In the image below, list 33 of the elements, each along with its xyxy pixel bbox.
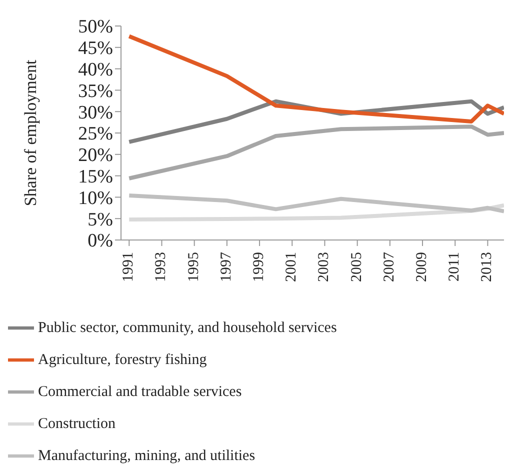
- line-series: [127, 203, 504, 222]
- x-tick-label: 2005: [348, 252, 365, 282]
- line-series: [127, 193, 504, 214]
- x-tick-label: 1993: [153, 252, 170, 282]
- y-tick-label: 0%: [88, 230, 114, 252]
- x-tick-label: 2011: [446, 252, 463, 282]
- x-tick-label: 1997: [218, 252, 234, 282]
- y-tick-label: 35%: [78, 80, 114, 102]
- legend-label: Manufacturing, mining, and utilities: [38, 448, 256, 464]
- y-tick-label: 45%: [78, 38, 114, 60]
- legend-label: Construction: [38, 416, 116, 432]
- y-tick-label: 30%: [78, 102, 114, 124]
- y-tick-label: 50%: [78, 16, 114, 38]
- x-tick-label: 2007: [381, 252, 398, 282]
- y-tick-label: 40%: [78, 60, 114, 81]
- x-tick-label: 1991: [120, 252, 137, 282]
- y-tick-label: 20%: [78, 145, 114, 166]
- x-tick-label: 2001: [284, 252, 300, 282]
- legend-label: Commercial and tradable services: [38, 384, 242, 400]
- y-tick-label: 25%: [78, 124, 114, 145]
- x-tick-label: 2009: [414, 252, 430, 282]
- legend-label: Agriculture, forestry fishing: [38, 352, 207, 368]
- y-tick-label: 15%: [78, 166, 114, 188]
- line-series: [127, 124, 504, 180]
- y-tick-label: 5%: [88, 209, 114, 230]
- y-axis-title: Share of employment: [21, 60, 40, 206]
- legend-label: Public sector, community, and household services: [38, 320, 337, 336]
- y-tick-label: 10%: [78, 188, 114, 209]
- x-tick-label: 2003: [316, 252, 332, 282]
- x-tick-label: 1995: [186, 252, 202, 282]
- x-tick-label: 1999: [250, 252, 267, 282]
- line-series: [127, 34, 504, 124]
- x-tick-label: 2013: [479, 252, 496, 282]
